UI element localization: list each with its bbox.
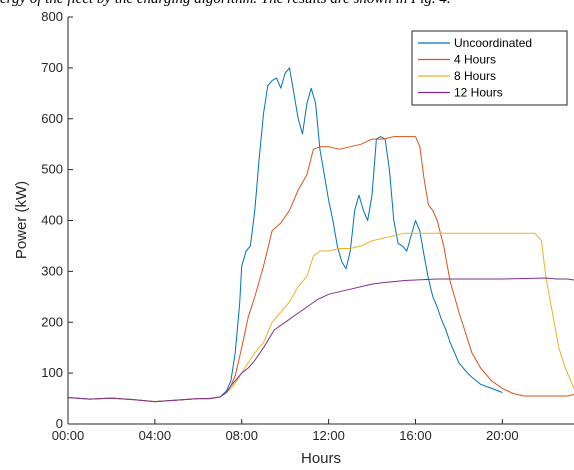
ticks-layer: 00:00 04:00 08:00 12:00 16:00 20:00 0 100 200 300… — [41, 9, 518, 443]
legend-entry-1: 4 Hours — [454, 53, 496, 67]
x-tick-label: 08:00 — [225, 428, 258, 443]
x-tick-label: 00:00 — [52, 428, 85, 443]
y-tick-label: 400 — [41, 213, 63, 228]
x-tick-label: 04:00 — [139, 428, 172, 443]
y-tick-label: 500 — [41, 162, 63, 177]
y-tick-label: 200 — [41, 314, 63, 329]
y-tick-label: 800 — [41, 9, 63, 24]
page-caption: ergy of the fleet by the charging algori… — [0, 0, 574, 11]
y-tick-label: 600 — [41, 111, 63, 126]
y-tick-label: 700 — [41, 60, 63, 75]
series-line-3 — [68, 277, 574, 403]
x-axis-label: Hours — [301, 450, 341, 467]
y-tick-label: 0 — [56, 416, 63, 431]
legend-entry-2: 8 Hours — [454, 69, 496, 83]
x-tick-label: 20:00 — [486, 428, 519, 443]
legend: Uncoordinated 4 Hours 8 Hours 12 Hours — [411, 30, 568, 106]
y-tick-label: 300 — [41, 263, 63, 278]
x-tick-label: 16:00 — [399, 428, 432, 443]
legend-entry-0: Uncoordinated — [454, 36, 532, 50]
series-layer — [68, 67, 574, 403]
series-line-0 — [68, 67, 503, 403]
legend-entry-3: 12 Hours — [454, 86, 503, 100]
x-tick-label: 12:00 — [312, 428, 345, 443]
y-tick-label: 100 — [41, 365, 63, 380]
y-axis-label: Power (kW) — [13, 181, 30, 259]
